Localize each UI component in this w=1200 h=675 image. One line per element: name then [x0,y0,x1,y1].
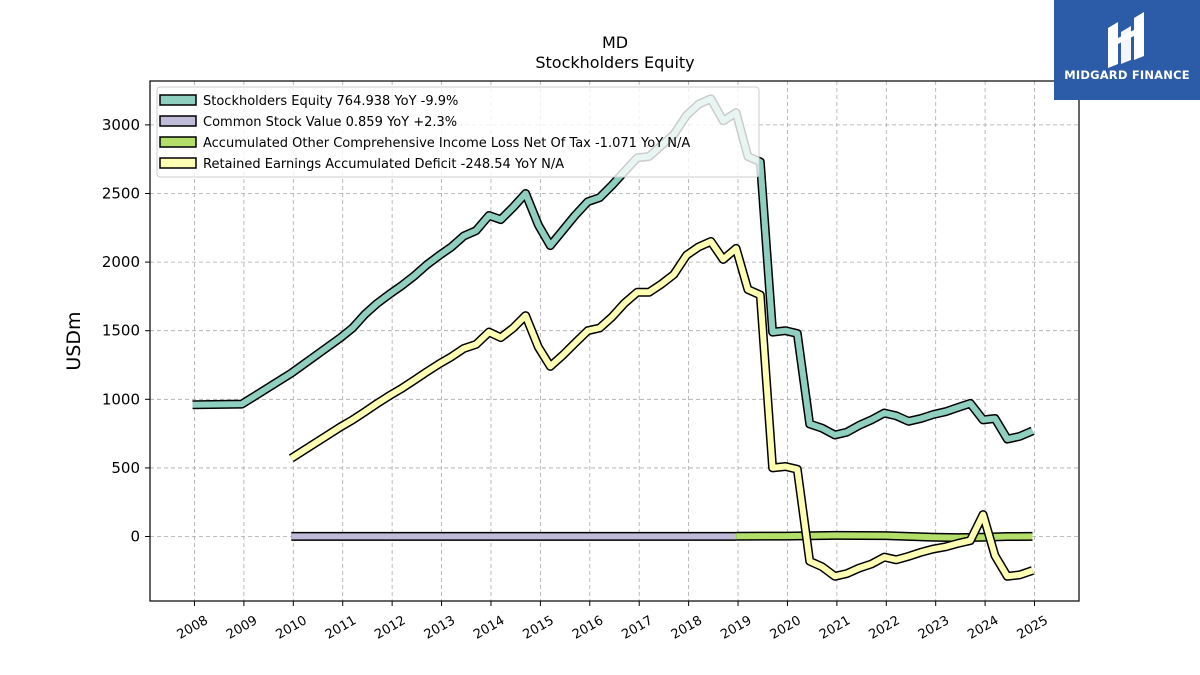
legend-swatch [159,94,197,106]
legend: Stockholders Equity 764.938 YoY -9.9% Com… [156,86,760,178]
x-tick-label: 2019 [718,613,754,643]
legend-swatch [159,136,197,148]
x-tick-label: 2021 [817,613,853,643]
legend-entry: Common Stock Value 0.859 YoY +2.3% [203,115,457,130]
legend-entry: Accumulated Other Comprehensive Income L… [203,136,690,151]
legend-box [156,86,760,178]
x-tick-label: 2013 [422,613,458,643]
y-tick-label: 0 [130,528,140,546]
x-tick-label: 2012 [372,613,408,643]
x-tick-label: 2014 [471,613,507,643]
x-tick-label: 2010 [273,613,309,643]
x-tick-label: 2016 [570,613,606,643]
series-outline [288,237,1034,581]
y-axis-label: USDm [63,311,85,370]
x-tick-label: 2011 [323,613,359,643]
y-tick-label: 1500 [102,322,140,340]
y-tick-label: 3000 [102,116,140,134]
x-tick-label: 2009 [224,613,260,643]
plot-frame [149,80,1080,602]
x-axis: 2008 2009 2010 2011 2012 2013 2014 2015 2016 2017… [175,601,1051,643]
x-tick-label: 2022 [866,613,902,643]
legend-entry: Stockholders Equity 764.938 YoY -9.9% [203,94,458,109]
y-tick-label: 2500 [102,185,140,203]
y-tick-label: 2000 [102,253,140,271]
chart-title: MD [602,33,628,52]
x-tick-label: 2023 [916,613,952,643]
x-tick-label: 2018 [669,613,705,643]
y-tick-label: 1000 [102,390,140,408]
chart-subtitle: Stockholders Equity [535,53,694,72]
y-tick-label: 500 [111,459,140,477]
y-axis: 0 500 1000 1500 2000 2500 3000 [102,116,150,546]
legend-swatch [159,157,197,169]
brand-logo: MIDGARD FINANCE [1054,0,1200,100]
x-tick-label: 2020 [768,613,804,643]
brand-name: MIDGARD FINANCE [1064,68,1190,82]
series-3 [288,237,1034,581]
x-tick-label: 2024 [965,613,1001,643]
legend-entry: Retained Earnings Accumulated Deficit -2… [203,157,564,172]
midgard-logo-icon [1108,12,1144,68]
x-tick-label: 2025 [1015,613,1051,643]
legend-swatch [159,115,197,127]
x-tick-label: 2015 [521,613,557,643]
series-line [289,238,1034,580]
x-tick-label: 2017 [619,613,655,643]
x-tick-label: 2008 [175,613,211,643]
